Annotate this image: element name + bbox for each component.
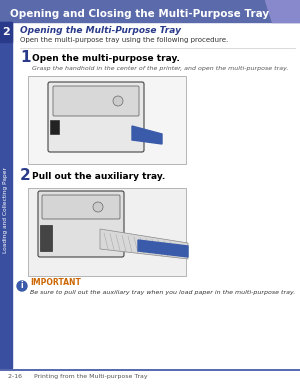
Bar — [0, 22, 12, 42]
Text: Loading and Collecting Paper: Loading and Collecting Paper — [4, 167, 8, 253]
Circle shape — [113, 96, 123, 106]
Polygon shape — [132, 126, 162, 144]
Circle shape — [93, 202, 103, 212]
Text: 1: 1 — [20, 50, 31, 65]
Text: 2-16      Printing from the Multi-purpose Tray: 2-16 Printing from the Multi-purpose Tra… — [8, 374, 148, 379]
Text: Open the multi-purpose tray using the following procedure.: Open the multi-purpose tray using the fo… — [20, 37, 228, 43]
Polygon shape — [265, 0, 300, 22]
Bar — [50, 120, 59, 134]
FancyBboxPatch shape — [53, 86, 139, 116]
Text: Opening and Closing the Multi-Purpose Tray: Opening and Closing the Multi-Purpose Tr… — [10, 9, 269, 19]
Text: Opening the Multi-Purpose Tray: Opening the Multi-Purpose Tray — [20, 26, 181, 35]
Bar — [40, 225, 52, 251]
Bar — [28, 188, 186, 276]
Circle shape — [17, 281, 27, 291]
Text: Pull out the auxiliary tray.: Pull out the auxiliary tray. — [32, 172, 165, 181]
Bar — [0, 0, 300, 22]
Text: IMPORTANT: IMPORTANT — [30, 278, 81, 287]
Text: Grasp the handhold in the center of the printer, and open the multi-purpose tray: Grasp the handhold in the center of the … — [32, 66, 288, 71]
Text: 2: 2 — [2, 27, 10, 37]
FancyBboxPatch shape — [48, 82, 144, 152]
Text: Open the multi-purpose tray.: Open the multi-purpose tray. — [32, 54, 180, 63]
Bar — [28, 76, 186, 164]
Text: 2: 2 — [20, 168, 31, 183]
FancyBboxPatch shape — [38, 191, 124, 257]
Text: i: i — [21, 281, 23, 291]
Text: Be sure to pull out the auxiliary tray when you load paper in the multi-purpose : Be sure to pull out the auxiliary tray w… — [30, 290, 295, 295]
Polygon shape — [100, 229, 188, 259]
FancyBboxPatch shape — [42, 195, 120, 219]
Bar — [0, 22, 12, 368]
Polygon shape — [138, 240, 188, 257]
